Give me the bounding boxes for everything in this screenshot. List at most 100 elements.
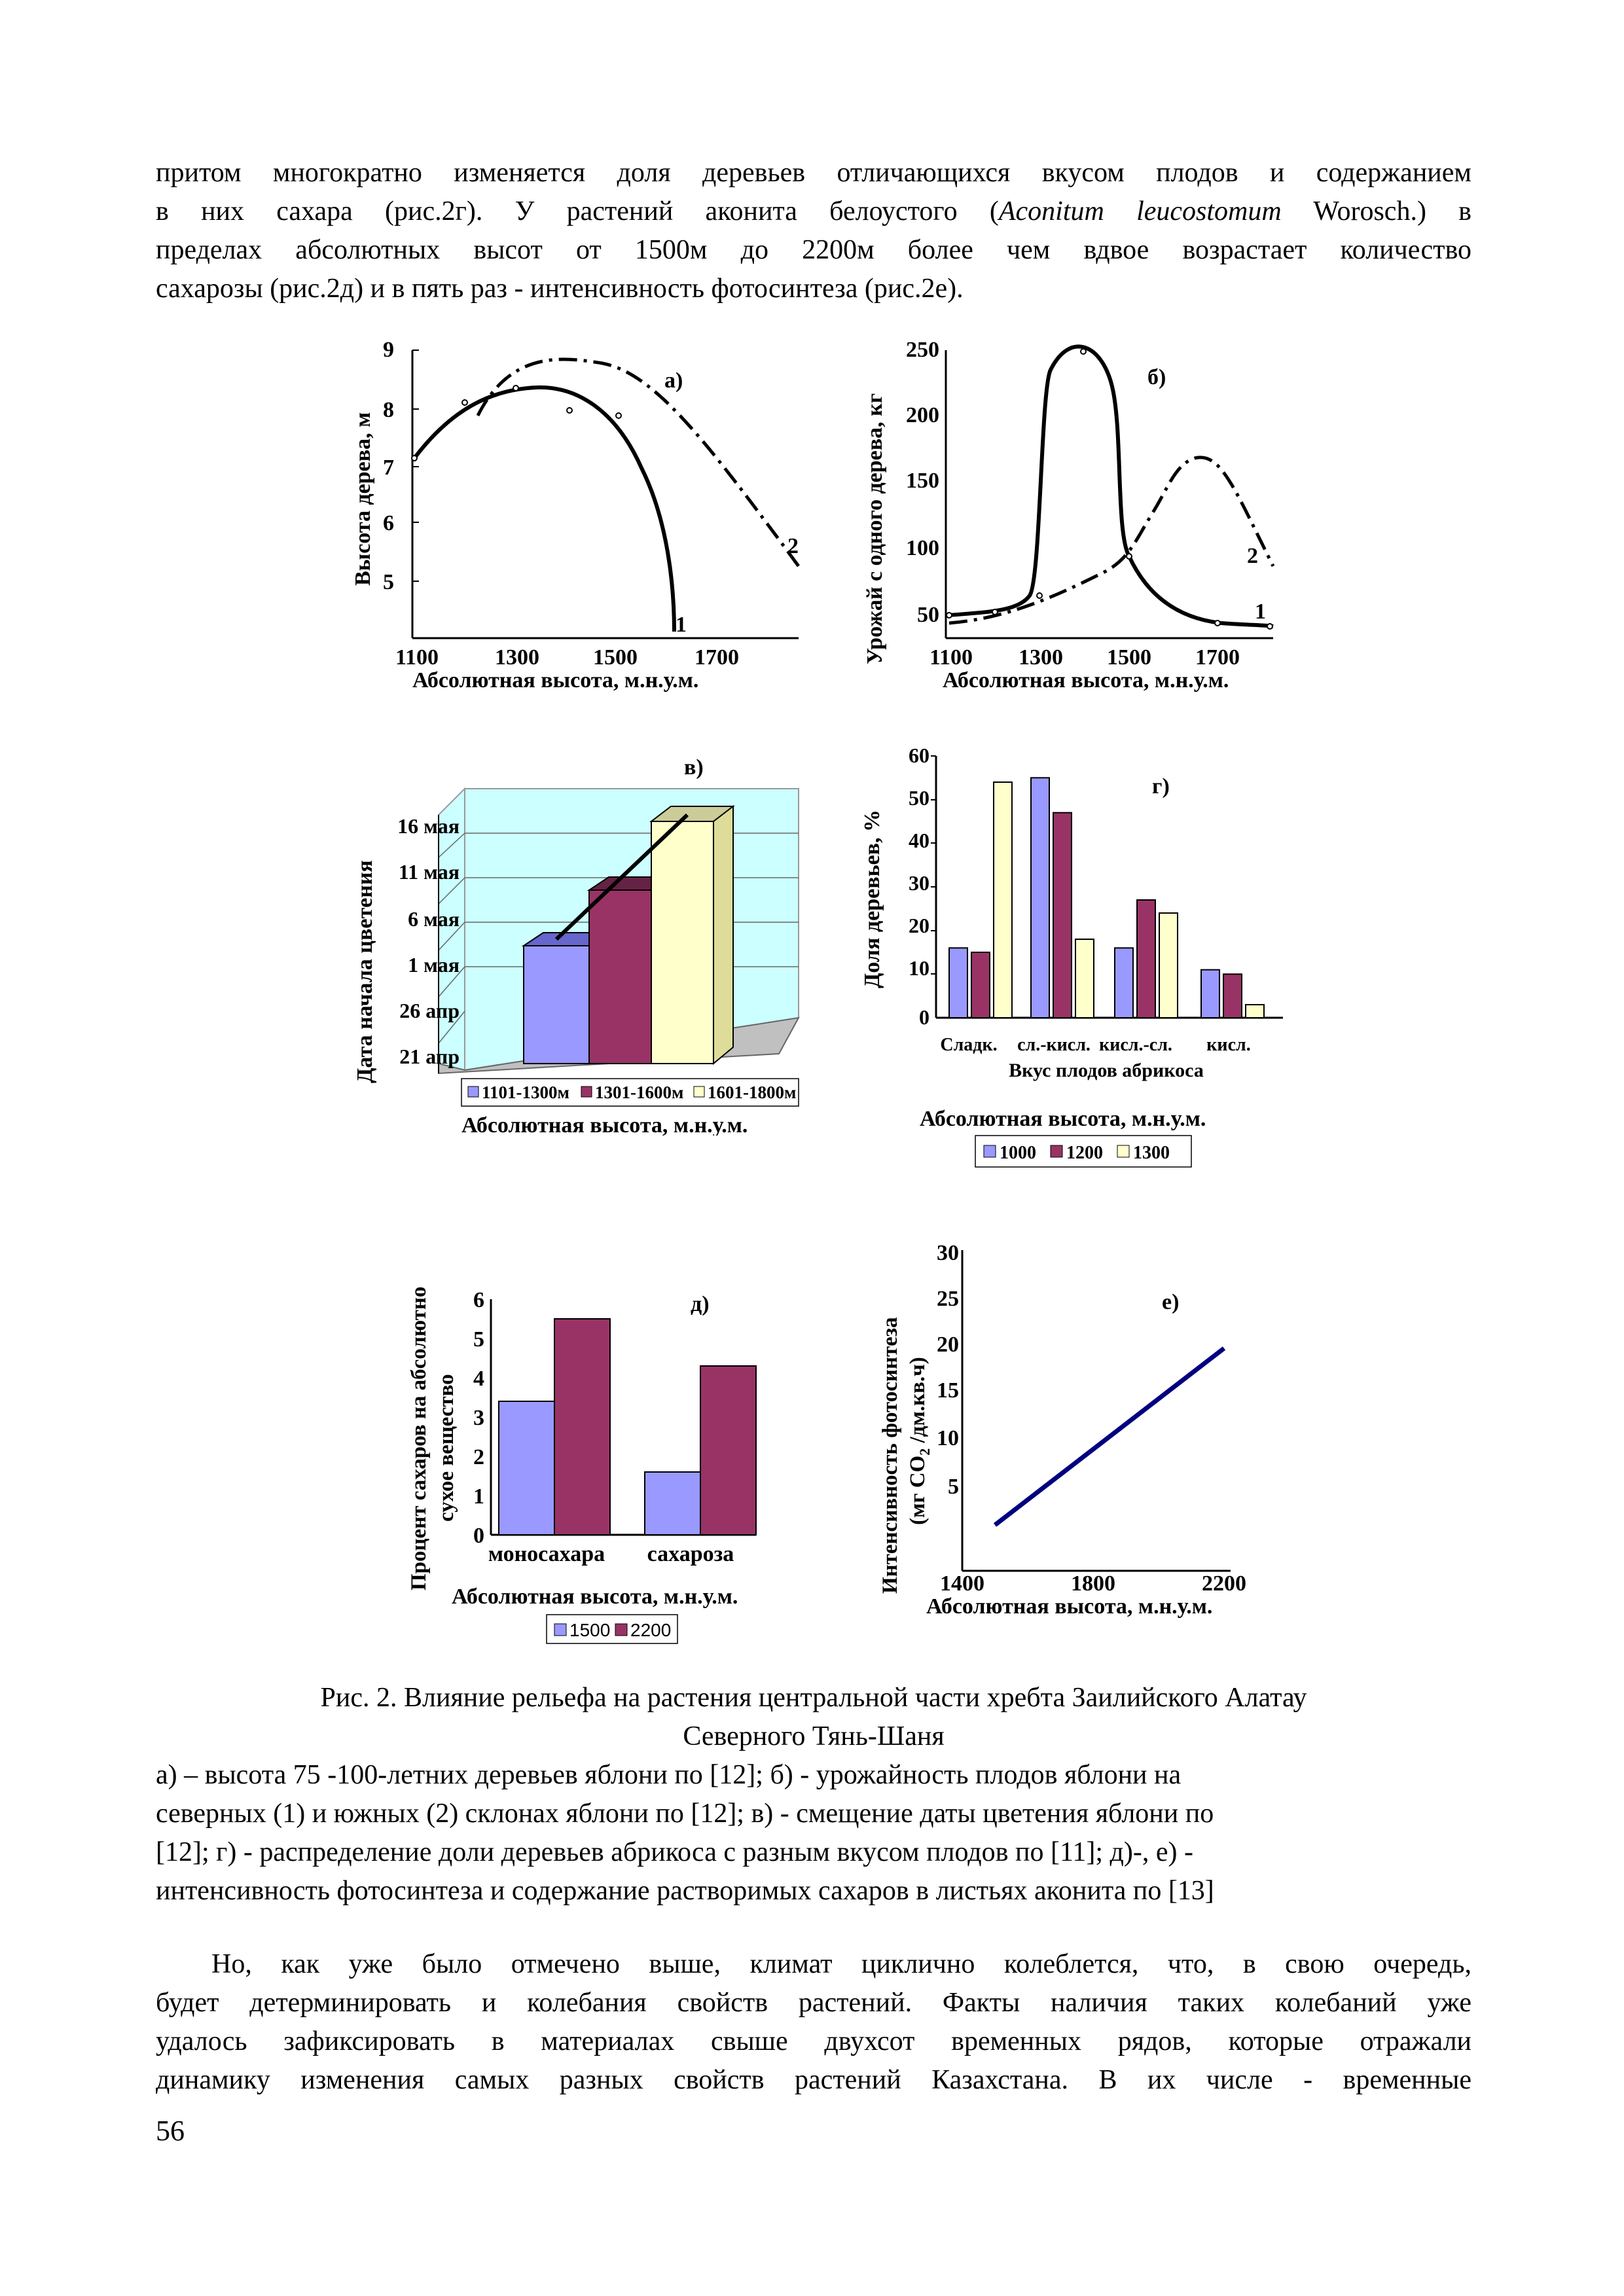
y-tick: 10 <box>937 1426 959 1450</box>
curve-2 <box>476 357 801 567</box>
bar-1500-0 <box>498 1401 555 1535</box>
panel-b-chart: 250 200 150 100 50 1100 1300 1500 1700 А… <box>863 338 1275 692</box>
bar-1000-1 <box>1030 777 1050 1018</box>
y-tick: 100 <box>906 536 939 560</box>
curve-1 <box>948 344 1274 628</box>
x-tick: 2200 <box>1202 1571 1246 1596</box>
caption-line-4: северных (1) и южных (2) склонах яблони … <box>156 1799 1214 1829</box>
data-point <box>1267 623 1273 630</box>
x-tick: сахароза <box>647 1542 734 1566</box>
bar-1200-3 <box>1223 973 1242 1019</box>
y-tick: 6 <box>383 511 394 535</box>
bar-1301-1600 <box>588 889 652 1064</box>
y-tick: 20 <box>937 1333 959 1357</box>
legend-label: 1300 <box>1133 1143 1170 1163</box>
intro-line-3: пределах абсолютных высот от 1500м до 22… <box>156 235 1471 265</box>
y-tick: 40 <box>909 829 929 852</box>
y-tick: 15 <box>937 1378 959 1403</box>
y-tick: 0 <box>473 1524 484 1548</box>
y-tick: 30 <box>909 871 929 895</box>
y-axis-label: Дата начала цветения <box>353 860 377 1083</box>
y-tick: 16 мая <box>397 814 460 838</box>
panel-a-chart: 9 8 7 6 5 1100 1300 1500 1700 Абсолютная… <box>351 338 801 692</box>
legend-swatch <box>467 1086 479 1098</box>
trend-line <box>554 813 689 941</box>
intro-line-2: в них сахара (рис.2г). У растений аконит… <box>156 196 1472 226</box>
x-tick: сл.-кисл. <box>1017 1035 1091 1055</box>
y-tick: 1 <box>473 1484 484 1509</box>
x-tick: 1300 <box>1019 645 1063 670</box>
bar-1300-0 <box>993 781 1013 1018</box>
y-tick: 3 <box>473 1406 484 1430</box>
photosynthesis-line <box>993 1346 1226 1527</box>
bar-1101-1300 <box>523 945 590 1064</box>
x-tick: 1400 <box>940 1571 984 1596</box>
y-tick: 1 мая <box>408 953 460 977</box>
page-number: 56 <box>156 2115 185 2147</box>
y-tick: 10 <box>909 956 929 980</box>
y-axis-label: Доля деревьев, % <box>860 810 884 988</box>
caption-line-6: интенсивность фотосинтеза и содержание р… <box>156 1876 1214 1906</box>
caption-line-3: а) – высота 75 -100-летних деревьев ябло… <box>156 1760 1182 1790</box>
x-tick: 1100 <box>395 645 439 670</box>
x-axis-label: Абсолютная высота, м.н.у.м. <box>412 668 698 692</box>
y-tick: 150 <box>906 469 939 493</box>
bar-2200-1 <box>700 1365 757 1535</box>
bar-1300-3 <box>1245 1004 1265 1018</box>
curve-1-label: 1 <box>676 613 687 637</box>
x-axis-label: Абсолютная высота, м.н.у.м. <box>926 1594 1212 1619</box>
legend-box <box>546 1614 678 1644</box>
y-tick: 0 <box>919 1005 929 1029</box>
y-axis-label: Высота дерева, м <box>351 412 375 586</box>
caption-line-2: Северного Тянь-Шаня <box>683 1721 945 1751</box>
data-point <box>615 412 622 419</box>
y-tick: 200 <box>906 403 939 427</box>
y-tick: 25 <box>937 1287 959 1311</box>
curve-2 <box>948 456 1275 625</box>
intro-line-4: сахарозы (рис.2д) и в пять раз - интенси… <box>156 274 964 304</box>
y-axis-label: Урожай с одного дерева, кг <box>863 393 887 664</box>
y-tick: 5 <box>473 1327 484 1352</box>
bar-1500-1 <box>644 1471 701 1535</box>
panel-label: е) <box>1162 1290 1179 1314</box>
x-axis-label: Вкус плодов абрикоса <box>1009 1060 1204 1081</box>
legend-label: 1101-1300м <box>482 1083 569 1102</box>
panel-label: д) <box>691 1292 710 1316</box>
bar-1000-2 <box>1114 947 1134 1019</box>
curve-2-label: 2 <box>1247 544 1258 568</box>
legend-swatch <box>983 1145 996 1158</box>
x-tick: кисл.-сл. <box>1099 1035 1172 1055</box>
bar-1300-1 <box>1075 939 1094 1018</box>
body-line-4: динамику изменения самых разных свойств … <box>156 2065 1471 2095</box>
panel-e-chart: 30 25 20 15 10 5 1400 1800 2200 е) Интен… <box>878 1241 1246 1619</box>
bar-1000-0 <box>948 947 968 1019</box>
data-point <box>1036 592 1043 599</box>
y-tick: 5 <box>948 1475 959 1499</box>
x-tick: 1700 <box>695 645 739 670</box>
bar-1601-1800-side <box>713 804 734 1066</box>
curve-1 <box>412 385 676 632</box>
body-line-2: будет детерминировать и колебания свойст… <box>156 1988 1471 2018</box>
y-tick: 26 апр <box>399 999 460 1022</box>
bar-2200-0 <box>554 1318 611 1535</box>
y-tick: 6 <box>473 1288 484 1312</box>
x-tick: 1500 <box>1107 645 1151 670</box>
curve-2-label: 2 <box>787 534 799 558</box>
legend-box <box>975 1135 1192 1168</box>
y-axis-label-2: (мг CO2 /дм.кв.ч) <box>906 1357 933 1525</box>
panel-v-chart: 16 мая 11 мая 6 мая 1 мая 26 апр 21 апр … <box>353 755 800 1136</box>
bar-1200-1 <box>1053 812 1072 1019</box>
legend-swatch <box>693 1086 705 1098</box>
x-tick: моносахара <box>488 1542 605 1566</box>
bar-group <box>948 777 1265 1019</box>
y-axis-label-2: сухое вещество <box>435 1374 458 1522</box>
y-tick: 9 <box>383 338 394 362</box>
y-axis-label-1: Процент сахаров на абсолютно <box>407 1287 431 1590</box>
legend-label: 1000 <box>1000 1143 1036 1163</box>
legend-swatch <box>615 1623 628 1636</box>
intro-line-1: притом многократно изменяется доля дерев… <box>156 158 1471 188</box>
y-tick: 6 мая <box>408 907 460 931</box>
panel-label: б) <box>1147 365 1166 389</box>
y-tick: 21 апр <box>399 1045 460 1068</box>
data-point <box>946 612 952 619</box>
